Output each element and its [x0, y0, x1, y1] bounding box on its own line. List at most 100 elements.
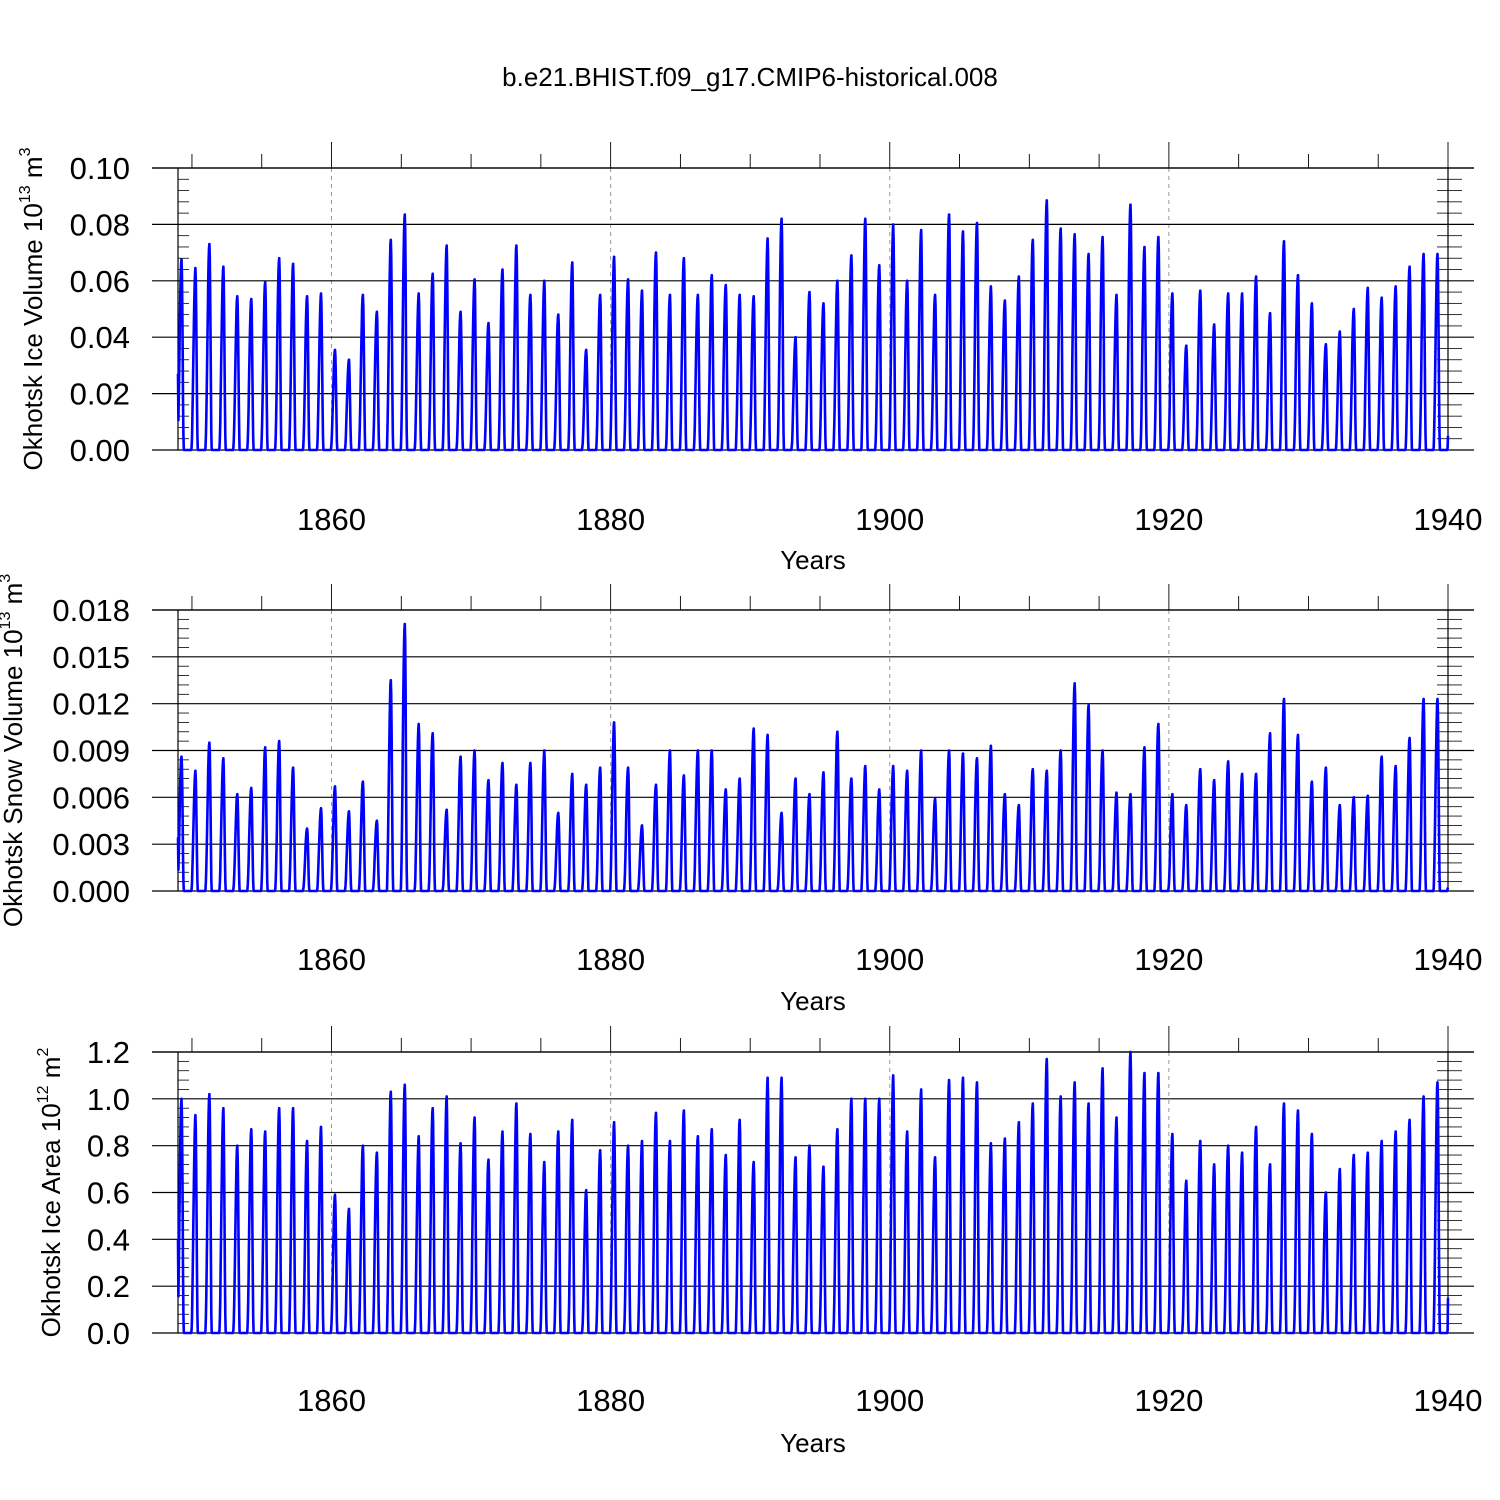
data-point-1936	[1394, 1130, 1397, 1133]
data-point-1862	[361, 293, 365, 297]
data-point-1856	[277, 257, 281, 260]
data-point-1903	[933, 797, 937, 801]
data-point-1930	[1310, 780, 1314, 783]
data-point-1862	[361, 1144, 365, 1147]
x-axis-title: Years	[780, 986, 846, 1016]
data-point-1919	[1157, 722, 1160, 726]
data-point-1913	[1073, 682, 1076, 685]
data-point-1909	[1017, 275, 1021, 278]
data-point-1853	[236, 295, 239, 298]
data-point-1931	[1324, 1191, 1328, 1194]
data-point-1850	[194, 769, 197, 772]
x-tick-label-1860: 1860	[297, 942, 366, 977]
data-point-1895	[822, 302, 825, 305]
data-point-1895	[822, 771, 825, 774]
data-point-1894	[808, 290, 811, 294]
y-axis-title-unit-exp: 3	[17, 147, 34, 156]
data-point-1861	[347, 1207, 351, 1211]
data-point-1892	[780, 217, 783, 220]
y-tick-label-0: 0.0	[87, 1316, 130, 1351]
data-point-1889	[738, 293, 741, 297]
y-tick-label-1: 0.02	[70, 377, 130, 412]
x-tick-label-1940: 1940	[1414, 1383, 1483, 1418]
data-point-1914	[1087, 252, 1090, 256]
data-point-1873	[515, 244, 518, 247]
data-point-1905	[961, 1076, 965, 1079]
x-tick-label-1920: 1920	[1134, 1383, 1203, 1418]
x-tick-label-1940: 1940	[1414, 502, 1483, 537]
data-point-1858	[305, 827, 309, 830]
x-axis-title: Years	[780, 1428, 846, 1458]
data-point-1894	[808, 1144, 811, 1147]
x-tick-label-1860: 1860	[297, 1383, 366, 1418]
data-point-1930	[1310, 1132, 1314, 1136]
data-point-1902	[919, 228, 923, 232]
data-point-1858	[305, 295, 309, 298]
y-tick-label-6: 0.018	[52, 593, 130, 628]
data-point-1936	[1394, 764, 1397, 768]
data-point-1898	[864, 217, 867, 220]
data-point-1935	[1380, 755, 1383, 758]
data-point-1921	[1185, 1179, 1188, 1182]
data-point-1922	[1199, 289, 1202, 292]
data-point-1856	[277, 1107, 281, 1110]
y-tick-label-5: 1.0	[87, 1082, 130, 1117]
data-point-1872	[501, 268, 504, 271]
data-point-1935	[1380, 296, 1383, 299]
data-point-1896	[836, 1128, 839, 1131]
data-point-1883	[654, 783, 658, 787]
y-tick-label-1: 0.003	[52, 827, 130, 862]
panel-ice-volume: 0.00 0.02 0.04 0.06 0.08 0.10 1860 1880 1900 1920…	[17, 142, 1482, 575]
data-point-1875	[543, 1160, 546, 1164]
data-point-1917	[1129, 203, 1132, 206]
data-point-1899	[878, 788, 881, 791]
data-point-1932	[1338, 803, 1342, 807]
data-point-1927	[1268, 1163, 1272, 1166]
data-point-1888	[724, 283, 727, 287]
data-point-1890	[752, 1160, 755, 1164]
data-point-1867	[431, 272, 434, 275]
x-tick-label-1880: 1880	[576, 502, 645, 537]
data-point-1880	[612, 255, 616, 259]
data-point-1895	[822, 1165, 825, 1168]
data-point-1854	[250, 297, 253, 301]
data-point-1871	[487, 321, 490, 325]
data-point-1859	[319, 292, 323, 295]
y-tick-label-1: 0.2	[87, 1269, 130, 1304]
x-tick-label-1880: 1880	[576, 942, 645, 977]
data-point-1884	[668, 749, 672, 752]
y-axis-title-exp: 12	[35, 1085, 52, 1103]
data-point-1904	[947, 1078, 951, 1082]
data-point-1902	[919, 749, 923, 752]
data-point-1879	[598, 1149, 602, 1152]
data-point-1928	[1282, 1102, 1286, 1105]
y-tick-label-5: 0.015	[52, 640, 130, 675]
data-point-1869	[459, 310, 462, 314]
data-point-1884	[668, 1139, 672, 1143]
y-tick-label-4: 0.08	[70, 207, 130, 242]
data-point-1914	[1087, 704, 1090, 707]
data-point-1917	[1129, 1050, 1132, 1054]
data-point-1879	[598, 293, 602, 297]
data-point-1922	[1199, 1139, 1202, 1143]
data-point-1912	[1059, 227, 1062, 230]
data-point-1900	[892, 223, 895, 226]
data-point-1884	[668, 293, 672, 297]
data-point-1927	[1268, 732, 1272, 735]
data-point-1866	[417, 722, 420, 726]
data-point-1891	[766, 1076, 769, 1079]
data-point-1915	[1101, 1067, 1104, 1070]
data-point-1908	[1003, 1137, 1007, 1140]
series-line-ice_volume	[176, 199, 1450, 452]
data-point-1870	[473, 278, 476, 281]
data-point-1854	[250, 786, 253, 790]
data-point-1938	[1422, 252, 1425, 256]
data-point-1911	[1045, 199, 1048, 202]
data-point-1907	[989, 1142, 993, 1145]
data-point-1856	[277, 739, 281, 743]
data-point-1899	[878, 264, 881, 267]
data-point-1904	[947, 213, 951, 216]
data-point-1865	[403, 213, 406, 216]
data-point-1858	[305, 1139, 309, 1143]
